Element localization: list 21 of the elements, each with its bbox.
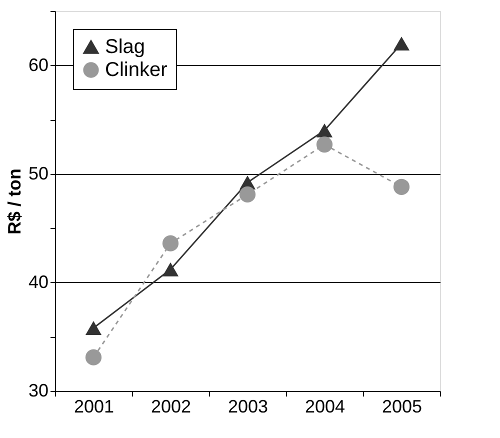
point	[393, 178, 410, 195]
y-tick-label: 30	[28, 380, 48, 400]
point	[393, 36, 410, 51]
legend-label: Slag	[105, 36, 146, 58]
point	[239, 186, 256, 203]
point	[85, 321, 102, 336]
y-tick-label: 50	[28, 163, 48, 184]
point	[316, 123, 333, 138]
x-tick-label: 2005	[382, 396, 422, 416]
x-tick-label: 2002	[150, 396, 192, 416]
point	[162, 235, 179, 252]
y-tick-label: 60	[28, 54, 48, 75]
x-tick-label: 2003	[228, 396, 268, 416]
y-axis-title: R$ / ton	[4, 168, 24, 234]
x-tick-label: 2001	[74, 396, 114, 416]
point	[316, 136, 333, 153]
point	[162, 262, 179, 276]
point	[85, 349, 102, 366]
x-tick-label: 2004	[304, 396, 346, 416]
legend-label: Clinker	[105, 59, 168, 81]
y-tick-label: 40	[28, 272, 48, 292]
